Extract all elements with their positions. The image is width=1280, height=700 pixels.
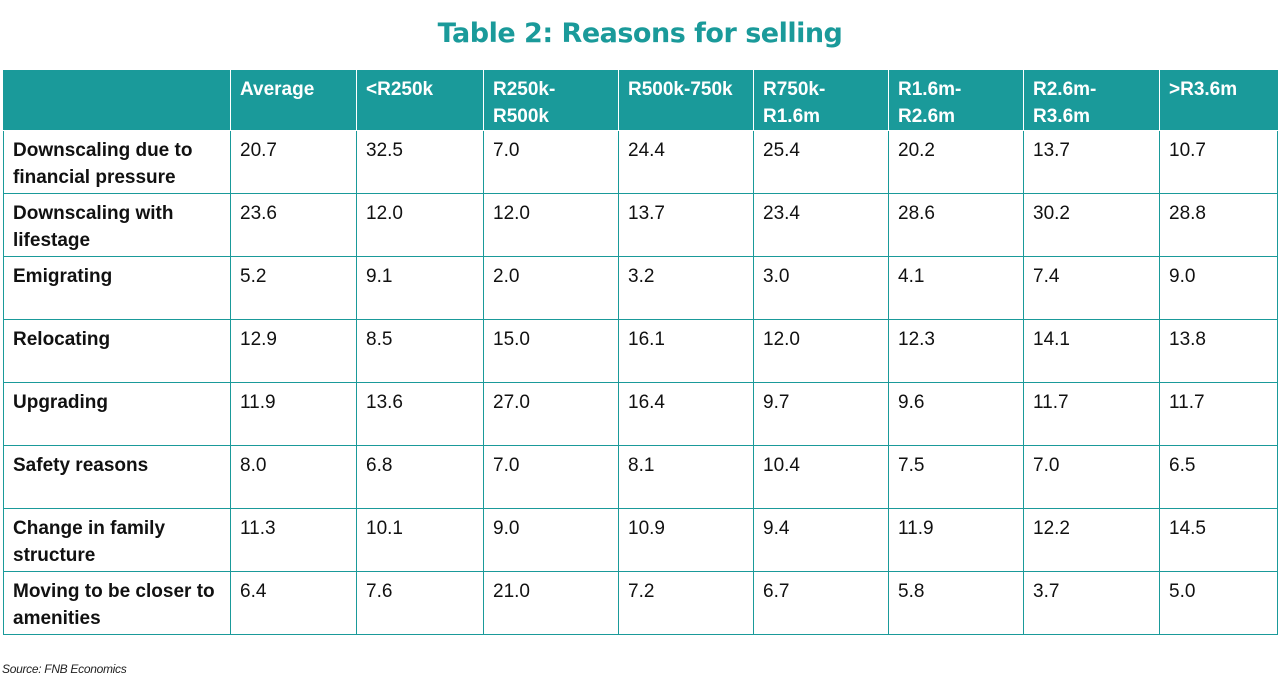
value-cell: 11.9 xyxy=(888,508,1024,572)
table-row: Downscaling with lifestage 23.6 12.0 12.0 13… xyxy=(3,193,1278,257)
row-label: Downscaling due to financial pressure xyxy=(3,130,231,194)
value-cell: 5.0 xyxy=(1159,571,1278,635)
value-cell: 5.2 xyxy=(230,256,357,320)
header-cell: R2.6m-R3.6m xyxy=(1023,70,1160,131)
table-header: Average <R250k R250k-R500k R500k-750k R750k-… xyxy=(3,70,1278,131)
header-cell: R750k-R1.6m xyxy=(753,70,889,131)
value-cell: 20.7 xyxy=(230,130,357,194)
value-cell: 7.0 xyxy=(483,130,619,194)
value-cell: 3.0 xyxy=(753,256,889,320)
value-cell: 10.9 xyxy=(618,508,754,572)
value-cell: 9.7 xyxy=(753,382,889,446)
header-cell: R500k-750k xyxy=(618,70,754,131)
value-cell: 13.6 xyxy=(356,382,484,446)
table-row: Upgrading 11.9 13.6 27.0 16.4 9.7 9.6 11.7 11.7 xyxy=(3,382,1278,446)
value-cell: 4.1 xyxy=(888,256,1024,320)
value-cell: 9.6 xyxy=(888,382,1024,446)
row-label: Safety reasons xyxy=(3,445,231,509)
value-cell: 8.5 xyxy=(356,319,484,383)
value-cell: 7.4 xyxy=(1023,256,1160,320)
value-cell: 6.4 xyxy=(230,571,357,635)
value-cell: 16.1 xyxy=(618,319,754,383)
value-cell: 9.0 xyxy=(1159,256,1278,320)
header-cell: <R250k xyxy=(356,70,484,131)
value-cell: 7.2 xyxy=(618,571,754,635)
value-cell: 13.8 xyxy=(1159,319,1278,383)
value-cell: 3.7 xyxy=(1023,571,1160,635)
value-cell: 8.1 xyxy=(618,445,754,509)
value-cell: 6.5 xyxy=(1159,445,1278,509)
value-cell: 14.1 xyxy=(1023,319,1160,383)
reasons-table: Average <R250k R250k-R500k R500k-750k R750k-… xyxy=(3,70,1278,635)
value-cell: 16.4 xyxy=(618,382,754,446)
value-cell: 11.7 xyxy=(1023,382,1160,446)
value-cell: 5.8 xyxy=(888,571,1024,635)
value-cell: 28.6 xyxy=(888,193,1024,257)
table-body: Downscaling due to financial pressure 20.… xyxy=(3,130,1278,635)
value-cell: 25.4 xyxy=(753,130,889,194)
row-label: Change in family structure xyxy=(3,508,231,572)
value-cell: 12.0 xyxy=(483,193,619,257)
header-cell: Average xyxy=(230,70,357,131)
table-row: Change in family structure 11.3 10.1 9.0 10.… xyxy=(3,508,1278,572)
value-cell: 11.9 xyxy=(230,382,357,446)
table-title: Table 2: Reasons for selling xyxy=(437,18,843,49)
row-label: Emigrating xyxy=(3,256,231,320)
value-cell: 12.9 xyxy=(230,319,357,383)
value-cell: 27.0 xyxy=(483,382,619,446)
value-cell: 2.0 xyxy=(483,256,619,320)
header-cell: R1.6m-R2.6m xyxy=(888,70,1024,131)
header-row: Average <R250k R250k-R500k R500k-750k R750k-… xyxy=(3,70,1278,131)
value-cell: 11.7 xyxy=(1159,382,1278,446)
row-label: Relocating xyxy=(3,319,231,383)
value-cell: 6.8 xyxy=(356,445,484,509)
header-cell: >R3.6m xyxy=(1159,70,1278,131)
row-label: Moving to be closer to amenities xyxy=(3,571,231,635)
value-cell: 30.2 xyxy=(1023,193,1160,257)
value-cell: 12.2 xyxy=(1023,508,1160,572)
value-cell: 7.6 xyxy=(356,571,484,635)
value-cell: 10.7 xyxy=(1159,130,1278,194)
value-cell: 12.0 xyxy=(753,319,889,383)
header-cell: R250k-R500k xyxy=(483,70,619,131)
value-cell: 6.7 xyxy=(753,571,889,635)
value-cell: 7.0 xyxy=(483,445,619,509)
value-cell: 3.2 xyxy=(618,256,754,320)
value-cell: 12.0 xyxy=(356,193,484,257)
value-cell: 9.0 xyxy=(483,508,619,572)
row-label: Upgrading xyxy=(3,382,231,446)
value-cell: 7.5 xyxy=(888,445,1024,509)
value-cell: 11.3 xyxy=(230,508,357,572)
value-cell: 28.8 xyxy=(1159,193,1278,257)
table-row: Relocating 12.9 8.5 15.0 16.1 12.0 12.3 14.1 13.… xyxy=(3,319,1278,383)
value-cell: 9.1 xyxy=(356,256,484,320)
table-row: Emigrating 5.2 9.1 2.0 3.2 3.0 4.1 7.4 9.0 xyxy=(3,256,1278,320)
value-cell: 23.6 xyxy=(230,193,357,257)
value-cell: 20.2 xyxy=(888,130,1024,194)
table-row: Safety reasons 8.0 6.8 7.0 8.1 10.4 7.5 7.0 6.5 xyxy=(3,445,1278,509)
value-cell: 23.4 xyxy=(753,193,889,257)
value-cell: 21.0 xyxy=(483,571,619,635)
value-cell: 13.7 xyxy=(618,193,754,257)
value-cell: 7.0 xyxy=(1023,445,1160,509)
value-cell: 32.5 xyxy=(356,130,484,194)
value-cell: 10.4 xyxy=(753,445,889,509)
value-cell: 14.5 xyxy=(1159,508,1278,572)
header-cell-empty xyxy=(3,70,231,131)
table-row: Moving to be closer to amenities 6.4 7.6 21… xyxy=(3,571,1278,635)
value-cell: 12.3 xyxy=(888,319,1024,383)
value-cell: 8.0 xyxy=(230,445,357,509)
source-note: Source: FNB Economics xyxy=(2,662,127,676)
value-cell: 24.4 xyxy=(618,130,754,194)
value-cell: 10.1 xyxy=(356,508,484,572)
row-label: Downscaling with lifestage xyxy=(3,193,231,257)
value-cell: 13.7 xyxy=(1023,130,1160,194)
value-cell: 15.0 xyxy=(483,319,619,383)
value-cell: 9.4 xyxy=(753,508,889,572)
table-row: Downscaling due to financial pressure 20.… xyxy=(3,130,1278,194)
